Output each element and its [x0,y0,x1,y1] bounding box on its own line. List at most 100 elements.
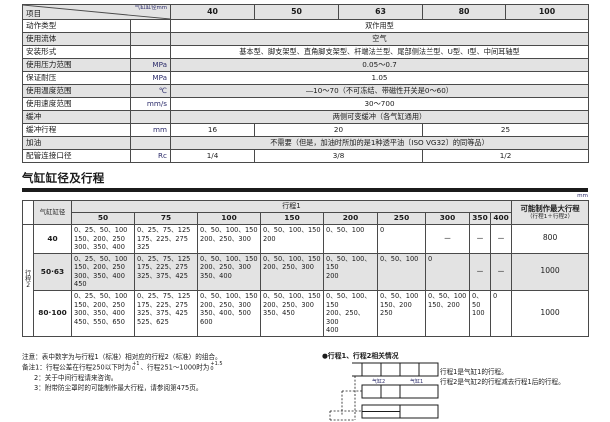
spec-row: 安装形式 基本型、脚支架型、直角脚支架型、杆端法兰型、尾部侧法兰型、U型、I型、中… [22,45,589,59]
note-remark-1-pre: 备注1：行程公差在行程250以下时为 [22,363,132,372]
spec-row-label: 动作类型 [22,19,131,33]
stroke-cell-values: 0、50、100、150 200、250、300 [197,224,261,254]
max-stroke-header-main: 可能制作最大行程 [520,204,580,214]
bore-table-row: 行 程 2 40 0、25、50、100 150、200、250 300、350、4… [22,224,590,337]
spec-table-container: 项目 气缸缸径mm 40 50 63 80 100 动作类型 双作用型 使用流体 空气 安装形式 基本型… [22,4,589,163]
diagram-illustration: 气缸2 气缸1 [329,362,439,421]
stroke2-side-label: 行 程 2 [22,224,34,337]
max-stroke-value: 1000 [511,252,590,291]
tolerance-1-top: +1 [132,361,140,368]
stroke-cell-empty: － [425,224,470,254]
max-stroke-value: 1000 [511,289,590,337]
max-stroke-header: 可能制作最大行程 （行程1＋行程2） [511,200,590,225]
spec-row-value: 空气 [170,32,589,46]
stroke-cell-values: 0、50、100、150 200、250、300 400 [323,289,378,337]
stroke-cell-values: 0、50、100 [377,252,426,291]
stroke-cell-values: 0、50、100、150 200 [323,252,378,291]
bore-diameter-value: 80·100 [33,289,72,337]
spec-column-header-63: 63 [338,4,423,20]
tolerance-fraction-1: +1 0 [132,362,139,372]
diagram-cylinder1-label: 气缸1 [410,378,423,385]
stroke-cell-values: 0、25、50、100 150、200、250 300、350、400 [71,224,135,254]
spec-row-label: 使用温度范围 [22,84,131,98]
spec-column-header-80: 80 [422,4,506,20]
spec-row: 配管连接口径 Rc 1/4 3/8 1/2 [22,149,589,163]
stroke-cell-empty: － [489,224,513,254]
max-stroke-value: 800 [511,224,590,254]
stroke-cell-values: 0 [377,224,426,254]
spec-row-unit: MPa [130,58,171,72]
stroke-cell-values: 0、25、50、100 150、200、250 300、350、400 450、… [71,289,135,337]
stroke-cell-empty: － [469,252,491,291]
stroke-cell-values: 0、50、100、150 200、250、300 350、400、500 600 [197,289,261,337]
bore-table-row: 80·100 0、25、50、100 150、200、250 300、350、40… [23,289,590,337]
spec-row: 保证耐压 MPa 1.05 [22,71,589,85]
spec-row-value: 20 [254,123,423,137]
spec-row-label: 使用速度范围 [22,97,131,111]
diagram-title: ●行程1、行程2相关情况 [322,352,399,360]
spec-row: 缓冲 两侧可变缓冲（各气缸通用） [22,110,589,124]
stroke-cell-values: 0 [489,289,513,337]
spec-table-corner-cell: 项目 气缸缸径mm [22,4,171,20]
diagram-text-line-2: 行程2是气缸2的行程减去行程1后的行程。 [440,377,565,386]
spec-row-unit: Rc [130,149,171,163]
tolerance-2-bottom: 0 [210,366,214,373]
spec-row-unit [130,136,171,150]
spec-row-value: 1/4 [170,149,255,163]
max-stroke-header-sub: （行程1＋行程2） [526,213,574,220]
spec-row-value: 1.05 [170,71,589,85]
stroke-cell-values: 0、25、75、125 175、225、275 325、375、425 525、… [134,289,198,337]
bore-header-row-2: 50 75 100 150 200 250 300 350 400 [23,212,589,225]
diagram-description: 行程1是气缸1的行程。 行程2是气缸2的行程减去行程1后的行程。 [440,368,565,387]
spec-row-unit [130,32,171,46]
bore-diameter-value: 50·63 [33,252,72,291]
spec-row-unit [130,19,171,33]
spec-row-unit: ℃ [130,84,171,98]
spec-row-unit [130,110,171,124]
stroke-cell-values: 0、50、100、150 200、250、300 350、450 [260,289,324,337]
spec-row-value: 0.05～0.7 [170,58,589,72]
spec-row-unit: mm/s [130,97,171,111]
spec-row-value: ―10～70（不可冻结、带磁性开关是0～60） [170,84,589,98]
bore-table-unit-label: mm [577,193,588,199]
stroke-column-header-150: 150 [260,212,324,225]
spec-row: 缓冲行程 mm 16 20 25 [22,123,589,137]
spec-row: 使用流体 空气 [22,32,589,46]
spec-corner-bore-label: 气缸缸径mm [134,5,167,12]
stroke-column-header-100: 100 [197,212,261,225]
spec-row-label: 缓冲 [22,110,131,124]
stroke-cell-values: 0、50、100 150、200 [425,289,470,337]
spec-row-label: 使用压力范围 [22,58,131,72]
note-remark-1: 备注1：行程公差在行程250以下时为 +1 0 、行程251～1000时为 +1.5 0 [22,362,224,372]
notes-block: 注意：表中数字为与行程1（标准）相对应的行程2（标准）的组合。 备注1：行程公差… [22,352,224,393]
stroke-cell-empty: － [469,224,491,254]
tolerance-1-bottom: 0 [132,366,136,373]
stroke-cell-values: 0 [425,252,470,291]
stroke-cell-empty: － [489,252,513,291]
spec-row: 使用温度范围 ℃ ―10～70（不可冻结、带磁性开关是0～60） [22,84,589,98]
stroke-cell-values: 0、50 100 [469,289,491,337]
section-divider-bar [22,188,588,192]
spec-column-header-100: 100 [505,4,589,20]
spec-row-unit [130,45,171,59]
stroke1-header: 行程1 [70,200,513,213]
diagram-cylinder2-label: 气缸2 [372,378,385,385]
spec-row: 加油 不需要（但是，加油时所加的是1种透平油〔ISO VG32〕的同等品） [22,136,589,150]
spec-row-label: 配管连接口径 [22,149,131,163]
stroke-column-header-350: 350 [469,212,491,225]
bore-diameter-value: 40 [33,224,72,254]
stroke-cell-values: 0、50、100、150 200、250、300 350、400 [197,252,261,291]
spec-row-value: 基本型、脚支架型、直角脚支架型、杆端法兰型、尾部侧法兰型、U型、I型、中间耳轴型 [170,45,589,59]
stroke-column-header-75: 75 [134,212,198,225]
stroke-cell-values: 0、25、75、125 175、225、275 325、375、425 [134,252,198,291]
spec-row: 使用速度范围 mm/s 30～700 [22,97,589,111]
stroke-cell-values: 0、50、100、150 200 [260,224,324,254]
specifications-table: 项目 气缸缸径mm 40 50 63 80 100 动作类型 双作用型 使用流体 空气 安装形式 基本型… [22,4,589,163]
bore-diameter-header: 气缸缸径 [33,200,72,225]
spec-row-label: 保证耐压 [22,71,131,85]
note-remark-3: 3：附带防尘罩时的可能制作最大行程，请参阅第475页。 [34,383,203,392]
spec-row-label: 加油 [22,136,131,150]
stroke-cell-values: 0、25、75、125 175、225、275 325 [134,224,198,254]
stroke-column-header-400: 400 [489,212,513,225]
note-attention: 注意：表中数字为与行程1（标准）相对应的行程2（标准）的组合。 [22,353,222,361]
